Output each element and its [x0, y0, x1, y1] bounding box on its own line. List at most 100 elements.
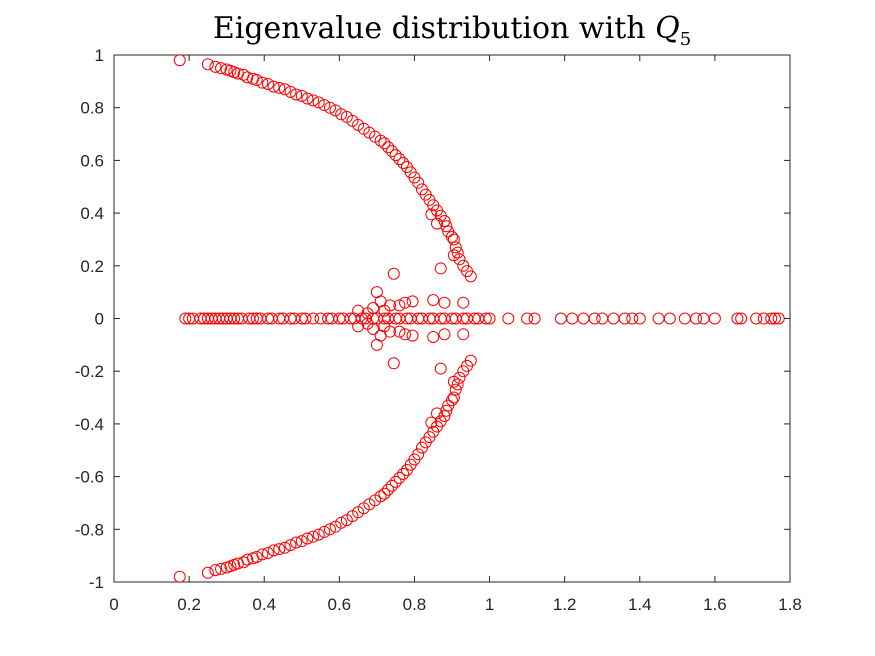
- y-tick-label: -0.6: [75, 468, 104, 487]
- data-point: [464, 354, 477, 367]
- y-tick-label: 1: [95, 46, 104, 65]
- data-point: [387, 267, 400, 280]
- data-point: [173, 54, 186, 67]
- data-point: [772, 312, 785, 325]
- y-tick-label: -1: [89, 573, 104, 592]
- data-point: [215, 562, 228, 575]
- data-point: [267, 544, 280, 557]
- data-point: [406, 329, 419, 342]
- data-point: [397, 467, 410, 480]
- data-point: [464, 270, 477, 283]
- data-point: [427, 330, 440, 343]
- data-point: [256, 76, 269, 89]
- data-point: [267, 80, 280, 93]
- data-point: [312, 96, 325, 109]
- data-point: [393, 325, 406, 338]
- data-point: [399, 296, 412, 309]
- x-tick-label: 1.6: [703, 595, 727, 614]
- data-point: [382, 483, 395, 496]
- x-tick-label: 0.8: [403, 595, 427, 614]
- axis-ticks: 0 0.2 0.4 0.6 0.8 1 1.2 1.4 1.6 1.8 -1 -0.8 -0.6 -0.4…: [75, 46, 802, 614]
- data-point: [374, 134, 387, 147]
- data-point: [457, 296, 470, 309]
- data-point: [209, 564, 222, 577]
- data-point: [430, 217, 443, 230]
- x-tick-label: 0.2: [177, 595, 201, 614]
- data-point: [430, 407, 443, 420]
- data-point: [449, 383, 462, 396]
- data-point: [307, 312, 320, 325]
- data-point: [301, 532, 314, 545]
- data-point: [447, 375, 460, 388]
- y-tick-label: 0.6: [80, 151, 104, 170]
- data-point: [457, 328, 470, 341]
- data-point: [588, 312, 601, 325]
- data-point: [201, 566, 214, 579]
- data-point: [250, 74, 263, 87]
- data-point: [307, 94, 320, 107]
- data-point: [307, 530, 320, 543]
- data-point: [318, 99, 331, 112]
- data-point: [397, 157, 410, 170]
- data-point: [323, 523, 336, 536]
- y-tick-label: 0.2: [80, 257, 104, 276]
- data-point: [434, 362, 447, 375]
- data-point: [290, 536, 303, 549]
- data-point: [438, 296, 451, 309]
- data-point: [374, 329, 387, 342]
- data-point: [446, 230, 458, 243]
- data-point: [412, 448, 425, 461]
- data-point: [385, 145, 398, 158]
- y-tick-label: 0.4: [80, 204, 104, 223]
- data-point: [378, 487, 391, 500]
- data-point: [479, 312, 492, 325]
- x-tick-label: 1.8: [778, 595, 802, 614]
- data-point: [626, 312, 639, 325]
- data-point: [731, 312, 744, 325]
- data-point: [352, 320, 365, 333]
- data-point: [447, 249, 460, 262]
- y-tick-label: -0.4: [75, 415, 104, 434]
- data-point: [440, 404, 453, 417]
- y-tick-label: 0.8: [80, 99, 104, 118]
- data-point: [768, 312, 781, 325]
- data-point: [393, 153, 406, 166]
- data-point: [295, 89, 308, 102]
- data-point: [447, 391, 460, 404]
- data-point: [393, 471, 406, 484]
- data-point: [335, 108, 348, 121]
- x-tick-label: 0.4: [252, 595, 276, 614]
- data-point: [406, 295, 419, 308]
- data-point: [250, 550, 263, 563]
- chart-title-subscript: 5: [680, 29, 691, 50]
- data-point: [374, 490, 387, 503]
- data-point: [284, 539, 297, 552]
- data-point: [708, 312, 721, 325]
- data-point: [528, 312, 541, 325]
- data-point: [438, 215, 451, 228]
- data-point: [318, 525, 331, 538]
- data-point: [323, 101, 336, 114]
- chart-title-symbol: Q: [655, 11, 680, 46]
- y-tick-label: -0.2: [75, 362, 104, 381]
- data-point: [273, 543, 286, 556]
- data-point: [374, 295, 387, 308]
- data-point: [521, 312, 534, 325]
- chart-title-text: Eigenvalue distribution with: [213, 11, 655, 46]
- data-point: [451, 378, 464, 391]
- data-point: [173, 570, 186, 583]
- data-point: [299, 312, 312, 325]
- data-point: [765, 312, 778, 325]
- x-tick-label: 1.2: [553, 595, 577, 614]
- data-point: [312, 528, 325, 541]
- y-tick-label: 0: [95, 310, 104, 329]
- data-point: [483, 312, 496, 325]
- data-point: [393, 299, 406, 312]
- x-tick-label: 1.4: [628, 595, 652, 614]
- data-point: [389, 149, 402, 162]
- data-points: [173, 54, 785, 583]
- data-point: [690, 312, 703, 325]
- data-point: [273, 81, 286, 94]
- data-point: [228, 312, 241, 325]
